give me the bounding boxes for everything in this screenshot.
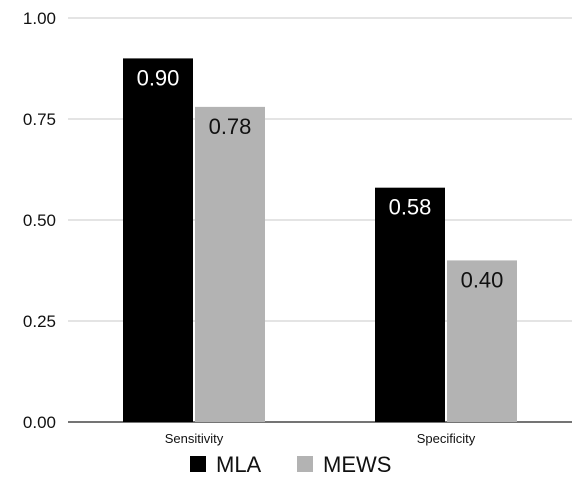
y-tick-label: 0.50 bbox=[23, 211, 56, 230]
bar-mews-specificity bbox=[447, 260, 517, 422]
bars bbox=[123, 58, 517, 423]
legend-swatch-mla bbox=[190, 456, 206, 472]
bar-mla-sensitivity bbox=[123, 58, 193, 423]
data-label: 0.90 bbox=[137, 65, 180, 90]
y-tick-label: 0.00 bbox=[23, 413, 56, 432]
data-label: 0.40 bbox=[461, 267, 504, 292]
x-tick-label: Sensitivity bbox=[165, 431, 224, 446]
data-label: 0.78 bbox=[209, 114, 252, 139]
data-labels: 0.90 0.78 0.58 0.40 bbox=[137, 65, 504, 292]
legend: MLA MEWS bbox=[190, 452, 391, 477]
y-tick-label: 1.00 bbox=[23, 9, 56, 28]
legend-swatch-mews bbox=[297, 456, 313, 472]
legend-label-mla: MLA bbox=[216, 452, 262, 477]
y-tick-label: 0.75 bbox=[23, 110, 56, 129]
legend-label-mews: MEWS bbox=[323, 452, 391, 477]
data-label: 0.58 bbox=[389, 195, 432, 220]
bar-mews-sensitivity bbox=[195, 106, 265, 422]
x-tick-label: Specificity bbox=[417, 431, 476, 446]
y-tick-label: 0.25 bbox=[23, 312, 56, 331]
y-axis-ticks: 0.00 0.25 0.50 0.75 1.00 bbox=[23, 9, 56, 432]
x-axis-ticks: Sensitivity Specificity bbox=[165, 431, 476, 446]
bar-mla-specificity bbox=[375, 187, 445, 422]
